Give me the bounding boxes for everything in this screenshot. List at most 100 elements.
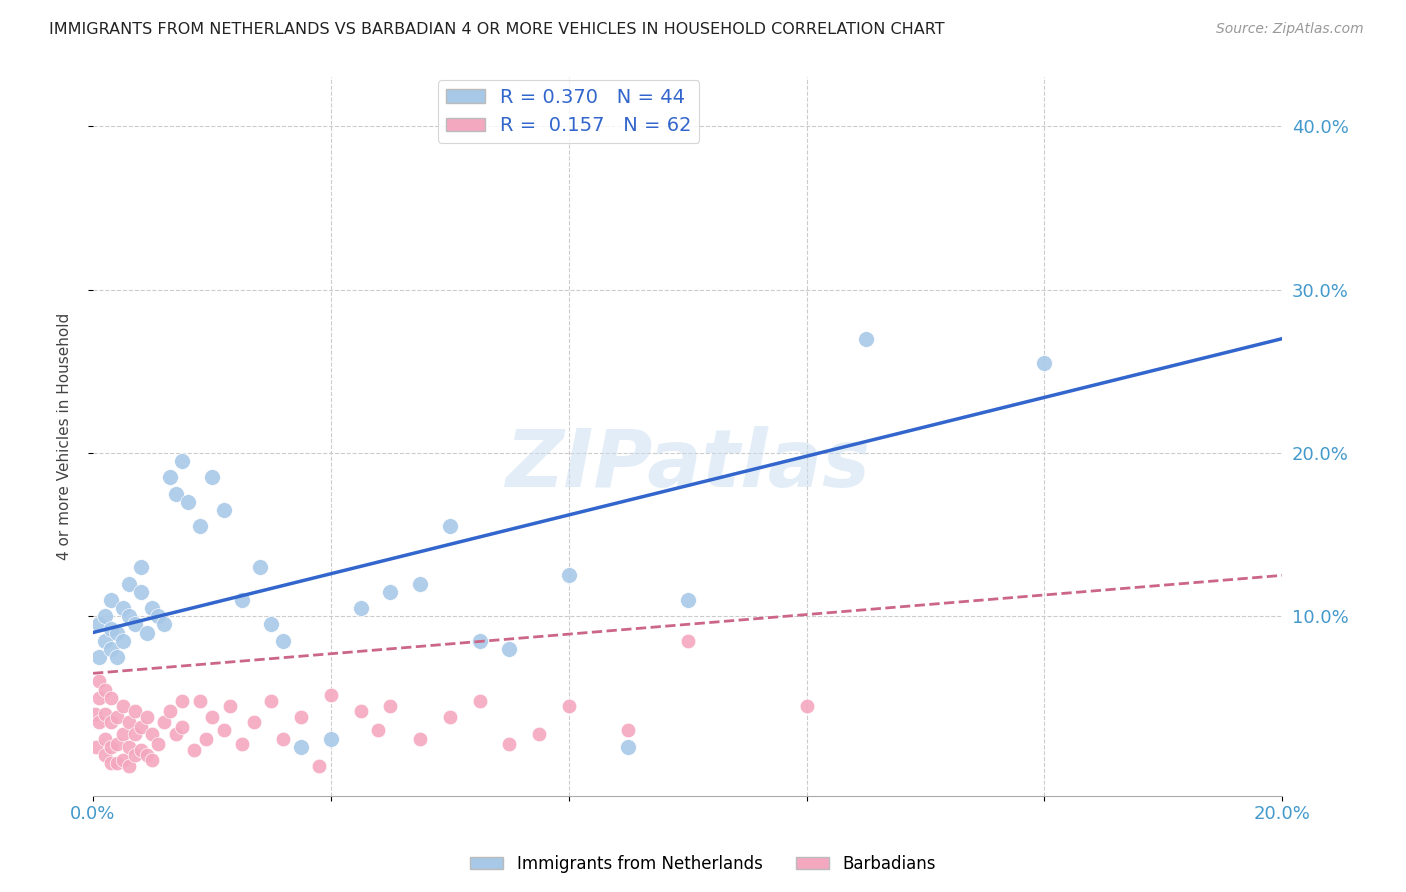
Point (111, 633, 134, 648)
Point (271, 633, 294, 648)
Point (94, 747, 117, 762)
Point (183, 743, 205, 757)
Point (105, 625, 128, 640)
Point (165, 487, 187, 501)
Point (100, 756, 122, 771)
Point (148, 609, 170, 624)
Point (468, 694, 491, 708)
Text: ZIPatlas: ZIPatlas (505, 426, 870, 504)
Point (498, 641, 520, 656)
Point (439, 710, 461, 724)
Point (118, 576, 141, 591)
Point (100, 690, 122, 705)
Point (87, 650, 110, 665)
Point (124, 617, 146, 632)
Point (165, 727, 187, 741)
Point (94, 707, 117, 722)
Point (557, 698, 579, 713)
Point (188, 519, 211, 533)
Point (242, 715, 264, 730)
Point (87, 715, 110, 730)
Point (100, 641, 122, 656)
Point (111, 727, 134, 741)
Point (105, 650, 128, 665)
Point (319, 688, 342, 702)
Text: Source: ZipAtlas.com: Source: ZipAtlas.com (1216, 22, 1364, 37)
Point (1033, 356, 1056, 370)
Point (349, 704, 371, 718)
Point (87, 617, 110, 632)
Point (105, 737, 128, 751)
Point (118, 739, 141, 754)
Point (100, 622, 122, 636)
Point (105, 710, 128, 724)
Point (94, 633, 117, 648)
Point (87, 690, 110, 705)
Point (141, 753, 163, 767)
Point (676, 592, 699, 607)
Point (855, 332, 877, 346)
Point (94, 609, 117, 624)
Point (105, 756, 128, 771)
Point (118, 715, 141, 730)
Point (135, 710, 157, 724)
Point (231, 737, 253, 751)
Point (380, 584, 402, 599)
Point (271, 731, 294, 746)
Point (100, 739, 122, 754)
Point (367, 723, 389, 738)
Point (308, 759, 330, 773)
Point (409, 731, 432, 746)
Point (290, 710, 312, 724)
Point (129, 584, 152, 599)
Point (172, 720, 194, 734)
Point (135, 747, 157, 762)
Point (177, 495, 200, 509)
Point (141, 727, 163, 741)
Point (212, 723, 235, 738)
Point (231, 592, 253, 607)
Legend: Immigrants from Netherlands, Barbadians: Immigrants from Netherlands, Barbadians (464, 848, 942, 880)
Point (218, 698, 240, 713)
Point (468, 633, 491, 648)
Point (260, 694, 283, 708)
Point (290, 739, 312, 754)
Point (111, 601, 134, 615)
Point (153, 715, 176, 730)
Y-axis label: 4 or more Vehicles in Household: 4 or more Vehicles in Household (58, 313, 72, 560)
Text: IMMIGRANTS FROM NETHERLANDS VS BARBADIAN 4 OR MORE VEHICLES IN HOUSEHOLD CORRELA: IMMIGRANTS FROM NETHERLANDS VS BARBADIAN… (49, 22, 945, 37)
Point (124, 704, 146, 718)
Point (100, 592, 122, 607)
Point (153, 617, 176, 632)
Point (159, 470, 181, 484)
Point (124, 747, 146, 762)
Point (260, 617, 283, 632)
Point (118, 759, 141, 773)
Point (84, 739, 107, 754)
Point (111, 698, 134, 713)
Point (195, 731, 218, 746)
Point (141, 601, 163, 615)
Point (409, 576, 432, 591)
Point (201, 470, 224, 484)
Point (557, 568, 579, 582)
Point (796, 698, 818, 713)
Point (617, 723, 640, 738)
Point (319, 731, 342, 746)
Point (94, 731, 117, 746)
Point (87, 674, 110, 689)
Point (676, 633, 699, 648)
Point (617, 739, 640, 754)
Point (129, 720, 152, 734)
Legend: R = 0.370   N = 44, R =  0.157   N = 62: R = 0.370 N = 44, R = 0.157 N = 62 (437, 80, 699, 144)
Point (94, 682, 117, 697)
Point (212, 503, 235, 517)
Point (249, 560, 271, 574)
Point (148, 737, 170, 751)
Point (527, 727, 550, 741)
Point (111, 753, 134, 767)
Point (188, 694, 211, 708)
Point (100, 715, 122, 730)
Point (83, 707, 105, 722)
Point (129, 560, 152, 574)
